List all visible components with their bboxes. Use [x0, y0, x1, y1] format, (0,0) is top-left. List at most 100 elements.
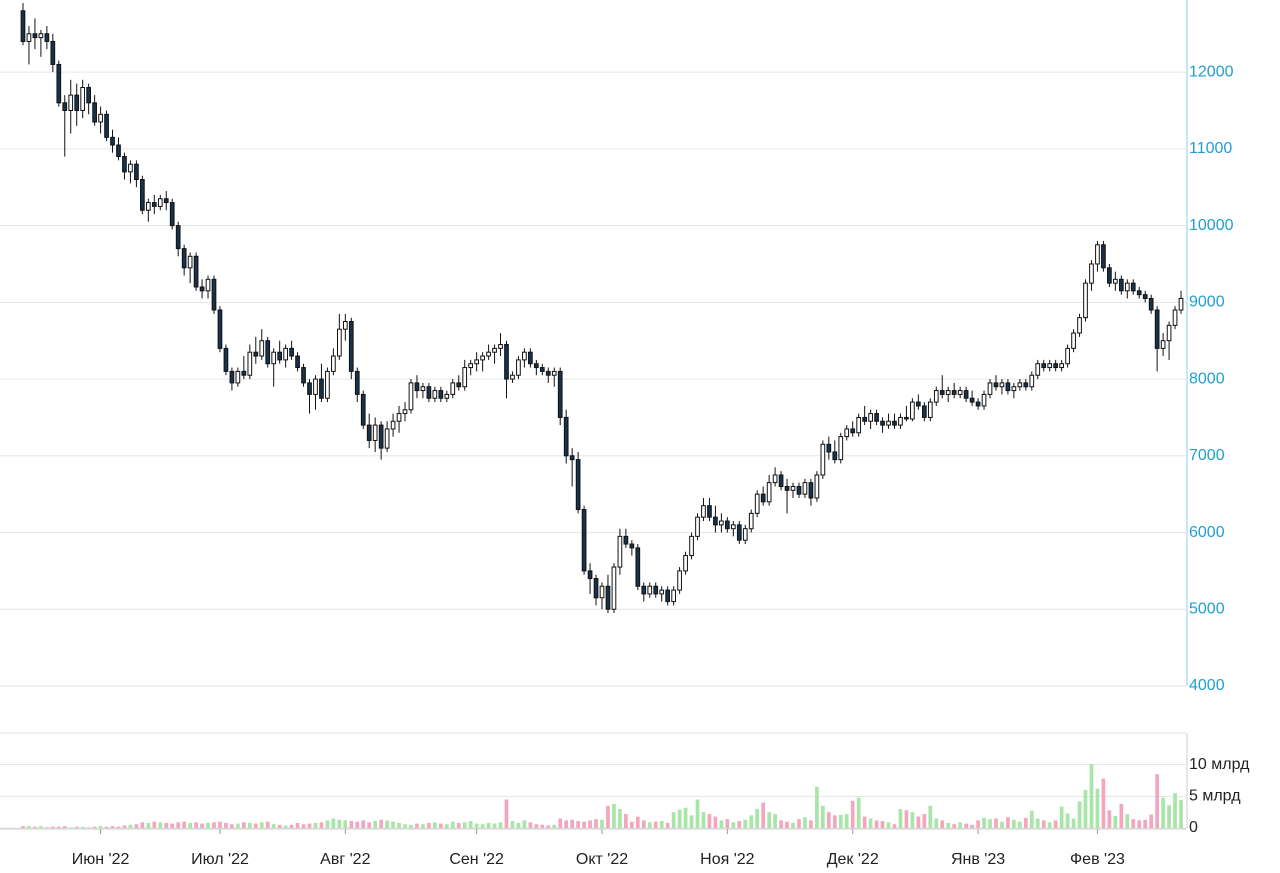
volume-bar [45, 827, 49, 828]
candle-body [856, 416, 862, 434]
candle-body [498, 344, 503, 349]
volume-bar [480, 824, 485, 828]
candle-body [701, 505, 706, 518]
volume-bar [659, 821, 664, 828]
candle-body [557, 370, 563, 418]
volume-bar [1143, 819, 1148, 828]
volume-bar [552, 824, 557, 828]
candle-body [211, 278, 217, 311]
candle-body [1166, 324, 1172, 342]
volume-bar [206, 822, 210, 828]
volume-bar [1059, 806, 1064, 828]
volume-bar [415, 823, 419, 828]
volume-bar [349, 821, 354, 828]
candle-body [462, 367, 468, 388]
candle-body [205, 278, 211, 292]
volume-bar [27, 826, 31, 828]
candle-body [910, 401, 915, 420]
volume-bar [289, 824, 294, 828]
volume-bar [1071, 818, 1076, 828]
volume-bar [247, 822, 252, 828]
candle-body [456, 382, 462, 388]
candle-body [486, 351, 491, 357]
candle-body [360, 393, 366, 426]
volume-bar [391, 821, 395, 828]
candle-body [44, 33, 50, 42]
candle-body [635, 547, 641, 587]
candle-body [1124, 282, 1130, 292]
volume-bar [635, 816, 640, 828]
volume-bar [331, 818, 336, 828]
y-tick-label: 12000 [1189, 63, 1234, 80]
x-tick-label: Июл '22 [191, 851, 249, 868]
candle-body [736, 524, 742, 541]
volume-bar [116, 826, 121, 828]
candle-body [26, 33, 32, 42]
volume-bar [146, 822, 151, 828]
volume-bar [98, 826, 103, 828]
candle-body [313, 378, 318, 395]
volume-bar [809, 820, 813, 828]
volume-bar [725, 819, 730, 828]
candle-body [289, 347, 294, 357]
volume-bar [337, 819, 342, 828]
candle-body [569, 455, 575, 461]
volume-bar [134, 824, 139, 828]
candle-body [730, 524, 736, 530]
volume-bar [737, 821, 742, 828]
volume-bar [612, 803, 616, 828]
volume-bar [200, 823, 204, 828]
candle-body [1178, 297, 1184, 311]
volume-bar [982, 817, 986, 828]
volume-bar [850, 800, 855, 828]
candle-body [707, 505, 712, 518]
volume-bar [576, 821, 580, 828]
candle-body [1059, 363, 1064, 369]
candle-body [104, 113, 109, 138]
volume-bar [624, 814, 628, 828]
candle-body [396, 413, 402, 422]
candle-body [342, 321, 348, 330]
candle-body [933, 390, 939, 403]
volume-bar [713, 816, 718, 828]
candle-body [880, 420, 885, 426]
candle-body [474, 359, 479, 365]
candle-body [414, 382, 420, 392]
volume-bar [1167, 805, 1171, 828]
volume-bar [62, 826, 67, 828]
volume-bar [1173, 793, 1177, 828]
candle-body [390, 420, 396, 430]
candle-body [844, 428, 850, 438]
volume-bar [1119, 803, 1124, 828]
volume-bar [797, 819, 801, 828]
volume-bar [373, 821, 378, 828]
candle-body [916, 401, 921, 407]
volume-bar [647, 822, 652, 828]
candle-body [963, 390, 969, 399]
volume-bar [164, 822, 169, 828]
candle-body [128, 163, 133, 173]
candle-body [629, 543, 635, 549]
volume-bar [427, 822, 431, 828]
x-tick-label: Фев '23 [1070, 851, 1125, 868]
volume-bar [1006, 817, 1010, 828]
volume-bar [498, 822, 503, 828]
candle-body [516, 359, 521, 376]
volume-bar [767, 812, 771, 828]
volume-bar [462, 822, 467, 828]
candle-body [838, 436, 844, 461]
candle-body [981, 393, 987, 407]
y-tick-label: 4000 [1189, 677, 1225, 694]
candle-body [38, 33, 44, 39]
volume-bar [379, 819, 383, 828]
volume-bar [152, 821, 157, 828]
volume-bar [259, 822, 264, 828]
candle-body [1154, 309, 1160, 349]
candle-body [1107, 267, 1112, 284]
volume-bar [540, 824, 545, 828]
volume-bar [74, 826, 79, 828]
y-tick-label: 6000 [1189, 524, 1225, 541]
candle-body [1142, 294, 1148, 299]
volume-bar [922, 814, 927, 828]
volume-bar [1125, 814, 1130, 828]
